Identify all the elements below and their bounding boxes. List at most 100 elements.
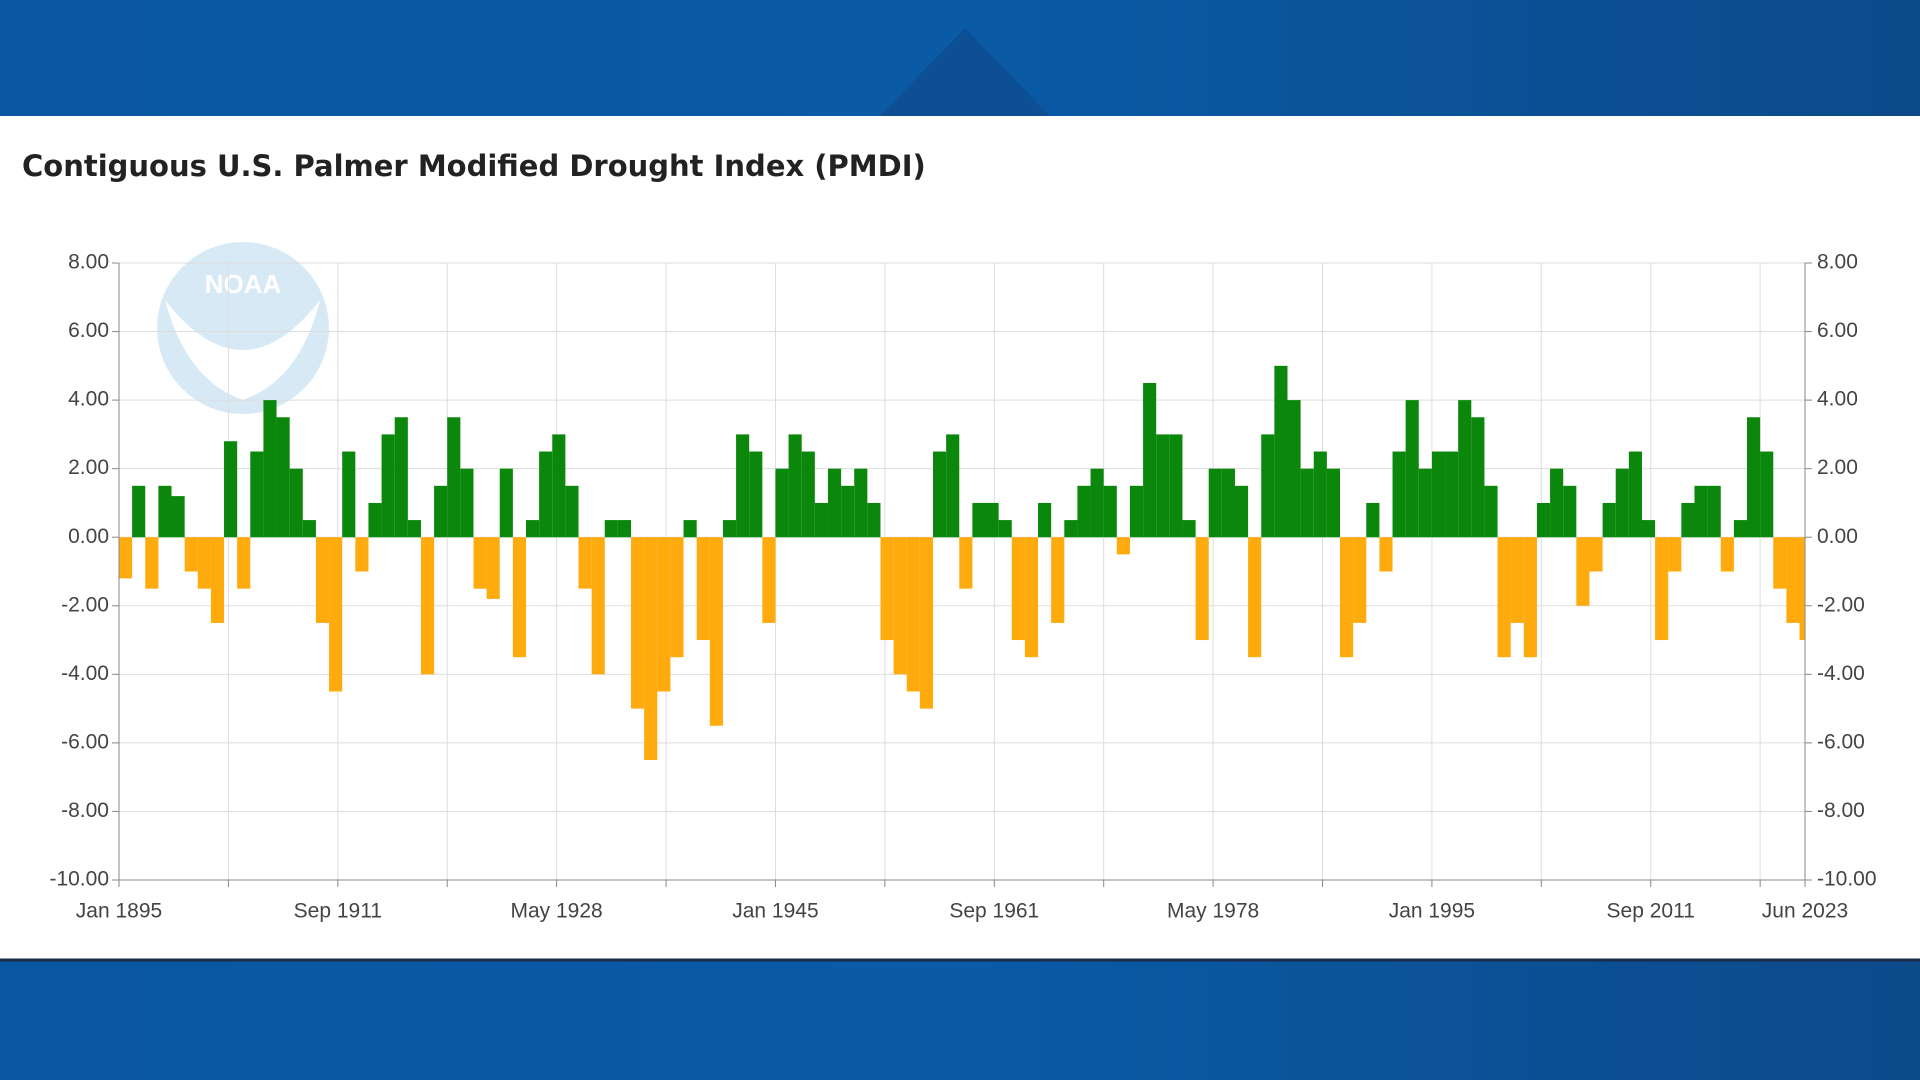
- bar: [1248, 537, 1262, 658]
- bar: [1760, 451, 1774, 538]
- bar: [827, 468, 842, 538]
- bar: [591, 537, 605, 675]
- y-tick-label: 4.00: [68, 388, 109, 411]
- bar: [447, 417, 461, 538]
- bar: [1576, 537, 1590, 606]
- y2-tick-label: 6.00: [1817, 319, 1858, 342]
- x-tick-label: May 1978: [1167, 900, 1259, 923]
- bar: [342, 451, 356, 538]
- bar: [1628, 451, 1642, 538]
- bar: [1733, 520, 1748, 538]
- bar: [801, 451, 815, 538]
- bar: [302, 520, 316, 538]
- bar: [171, 496, 185, 538]
- bar: [1655, 537, 1669, 641]
- bar: [814, 502, 828, 538]
- bar: [1668, 537, 1682, 572]
- bar: [578, 537, 592, 589]
- bar: [1103, 485, 1117, 538]
- chart-title: Contiguous U.S. Palmer Modified Drought …: [22, 149, 926, 183]
- bar: [263, 400, 277, 538]
- bar: [1340, 537, 1354, 658]
- bar: [1195, 537, 1209, 641]
- bar: [1747, 417, 1761, 538]
- bar: [604, 520, 618, 538]
- bar: [526, 520, 540, 538]
- bar: [1116, 537, 1130, 555]
- bar: [1405, 400, 1419, 538]
- bar: [1064, 520, 1078, 538]
- bar: [1773, 537, 1787, 589]
- bar: [1011, 537, 1025, 641]
- bar: [1208, 468, 1222, 538]
- bar: [1550, 468, 1564, 538]
- bar: [1077, 485, 1091, 538]
- bar: [539, 451, 553, 538]
- bar: [381, 434, 395, 538]
- bar: [1681, 502, 1695, 538]
- bar: [1536, 502, 1551, 538]
- bar: [1458, 400, 1472, 538]
- y2-tick-label: -8.00: [1817, 799, 1865, 822]
- bar: [1602, 502, 1616, 538]
- bar: [736, 434, 750, 538]
- bar: [1274, 365, 1288, 538]
- bar: [329, 537, 343, 692]
- bar: [1510, 537, 1524, 623]
- y2-tick-label: -10.00: [1817, 868, 1877, 891]
- bar: [1497, 537, 1511, 658]
- y2-tick-label: 8.00: [1817, 251, 1858, 274]
- bar: [880, 537, 894, 641]
- bar: [696, 537, 710, 641]
- bar: [1156, 434, 1170, 538]
- bar: [197, 537, 211, 589]
- y2-tick-label: -4.00: [1817, 662, 1865, 685]
- bar: [867, 502, 881, 538]
- bar: [1129, 485, 1144, 538]
- bar: [631, 537, 645, 709]
- y2-tick-label: -2.00: [1817, 593, 1865, 616]
- bar: [722, 520, 737, 538]
- bar: [237, 537, 251, 589]
- bar: [1786, 537, 1800, 623]
- bar: [709, 537, 723, 726]
- bar: [145, 537, 159, 589]
- y2-tick-label: -6.00: [1817, 730, 1865, 753]
- decor: [880, 28, 1050, 116]
- bar: [919, 537, 934, 709]
- bar: [460, 468, 474, 538]
- bar: [1471, 417, 1485, 538]
- bar: [119, 537, 133, 579]
- bar: [1221, 468, 1235, 538]
- bar: [565, 485, 579, 538]
- bar: [486, 537, 500, 599]
- bar: [1615, 468, 1629, 538]
- bar: [683, 520, 697, 538]
- bar: [355, 537, 369, 572]
- bar: [906, 537, 920, 692]
- bar: [210, 537, 225, 623]
- bar: [1392, 451, 1406, 538]
- logo-circle: [157, 242, 329, 414]
- x-tick-label: Sep 1961: [949, 900, 1039, 923]
- bar: [1024, 537, 1039, 658]
- bar: [184, 537, 198, 572]
- bar: [1523, 537, 1537, 658]
- bar: [644, 537, 658, 761]
- bar: [552, 434, 566, 538]
- bar: [749, 451, 763, 538]
- x-tick-label: Sep 2011: [1607, 900, 1695, 923]
- plot: -10.00 -10.00 -8.00 -8.00 -6.00 -6.00 -4.00 -4.…: [49, 251, 1876, 923]
- bar: [933, 451, 947, 538]
- bar: [473, 537, 487, 589]
- bar: [959, 537, 973, 589]
- bar: [289, 468, 303, 538]
- bar: [394, 417, 408, 538]
- bar: [985, 502, 999, 538]
- bar: [762, 537, 776, 623]
- bar: [1090, 468, 1104, 538]
- bar: [276, 417, 290, 538]
- bar: [1694, 485, 1708, 538]
- bar: [1366, 502, 1380, 538]
